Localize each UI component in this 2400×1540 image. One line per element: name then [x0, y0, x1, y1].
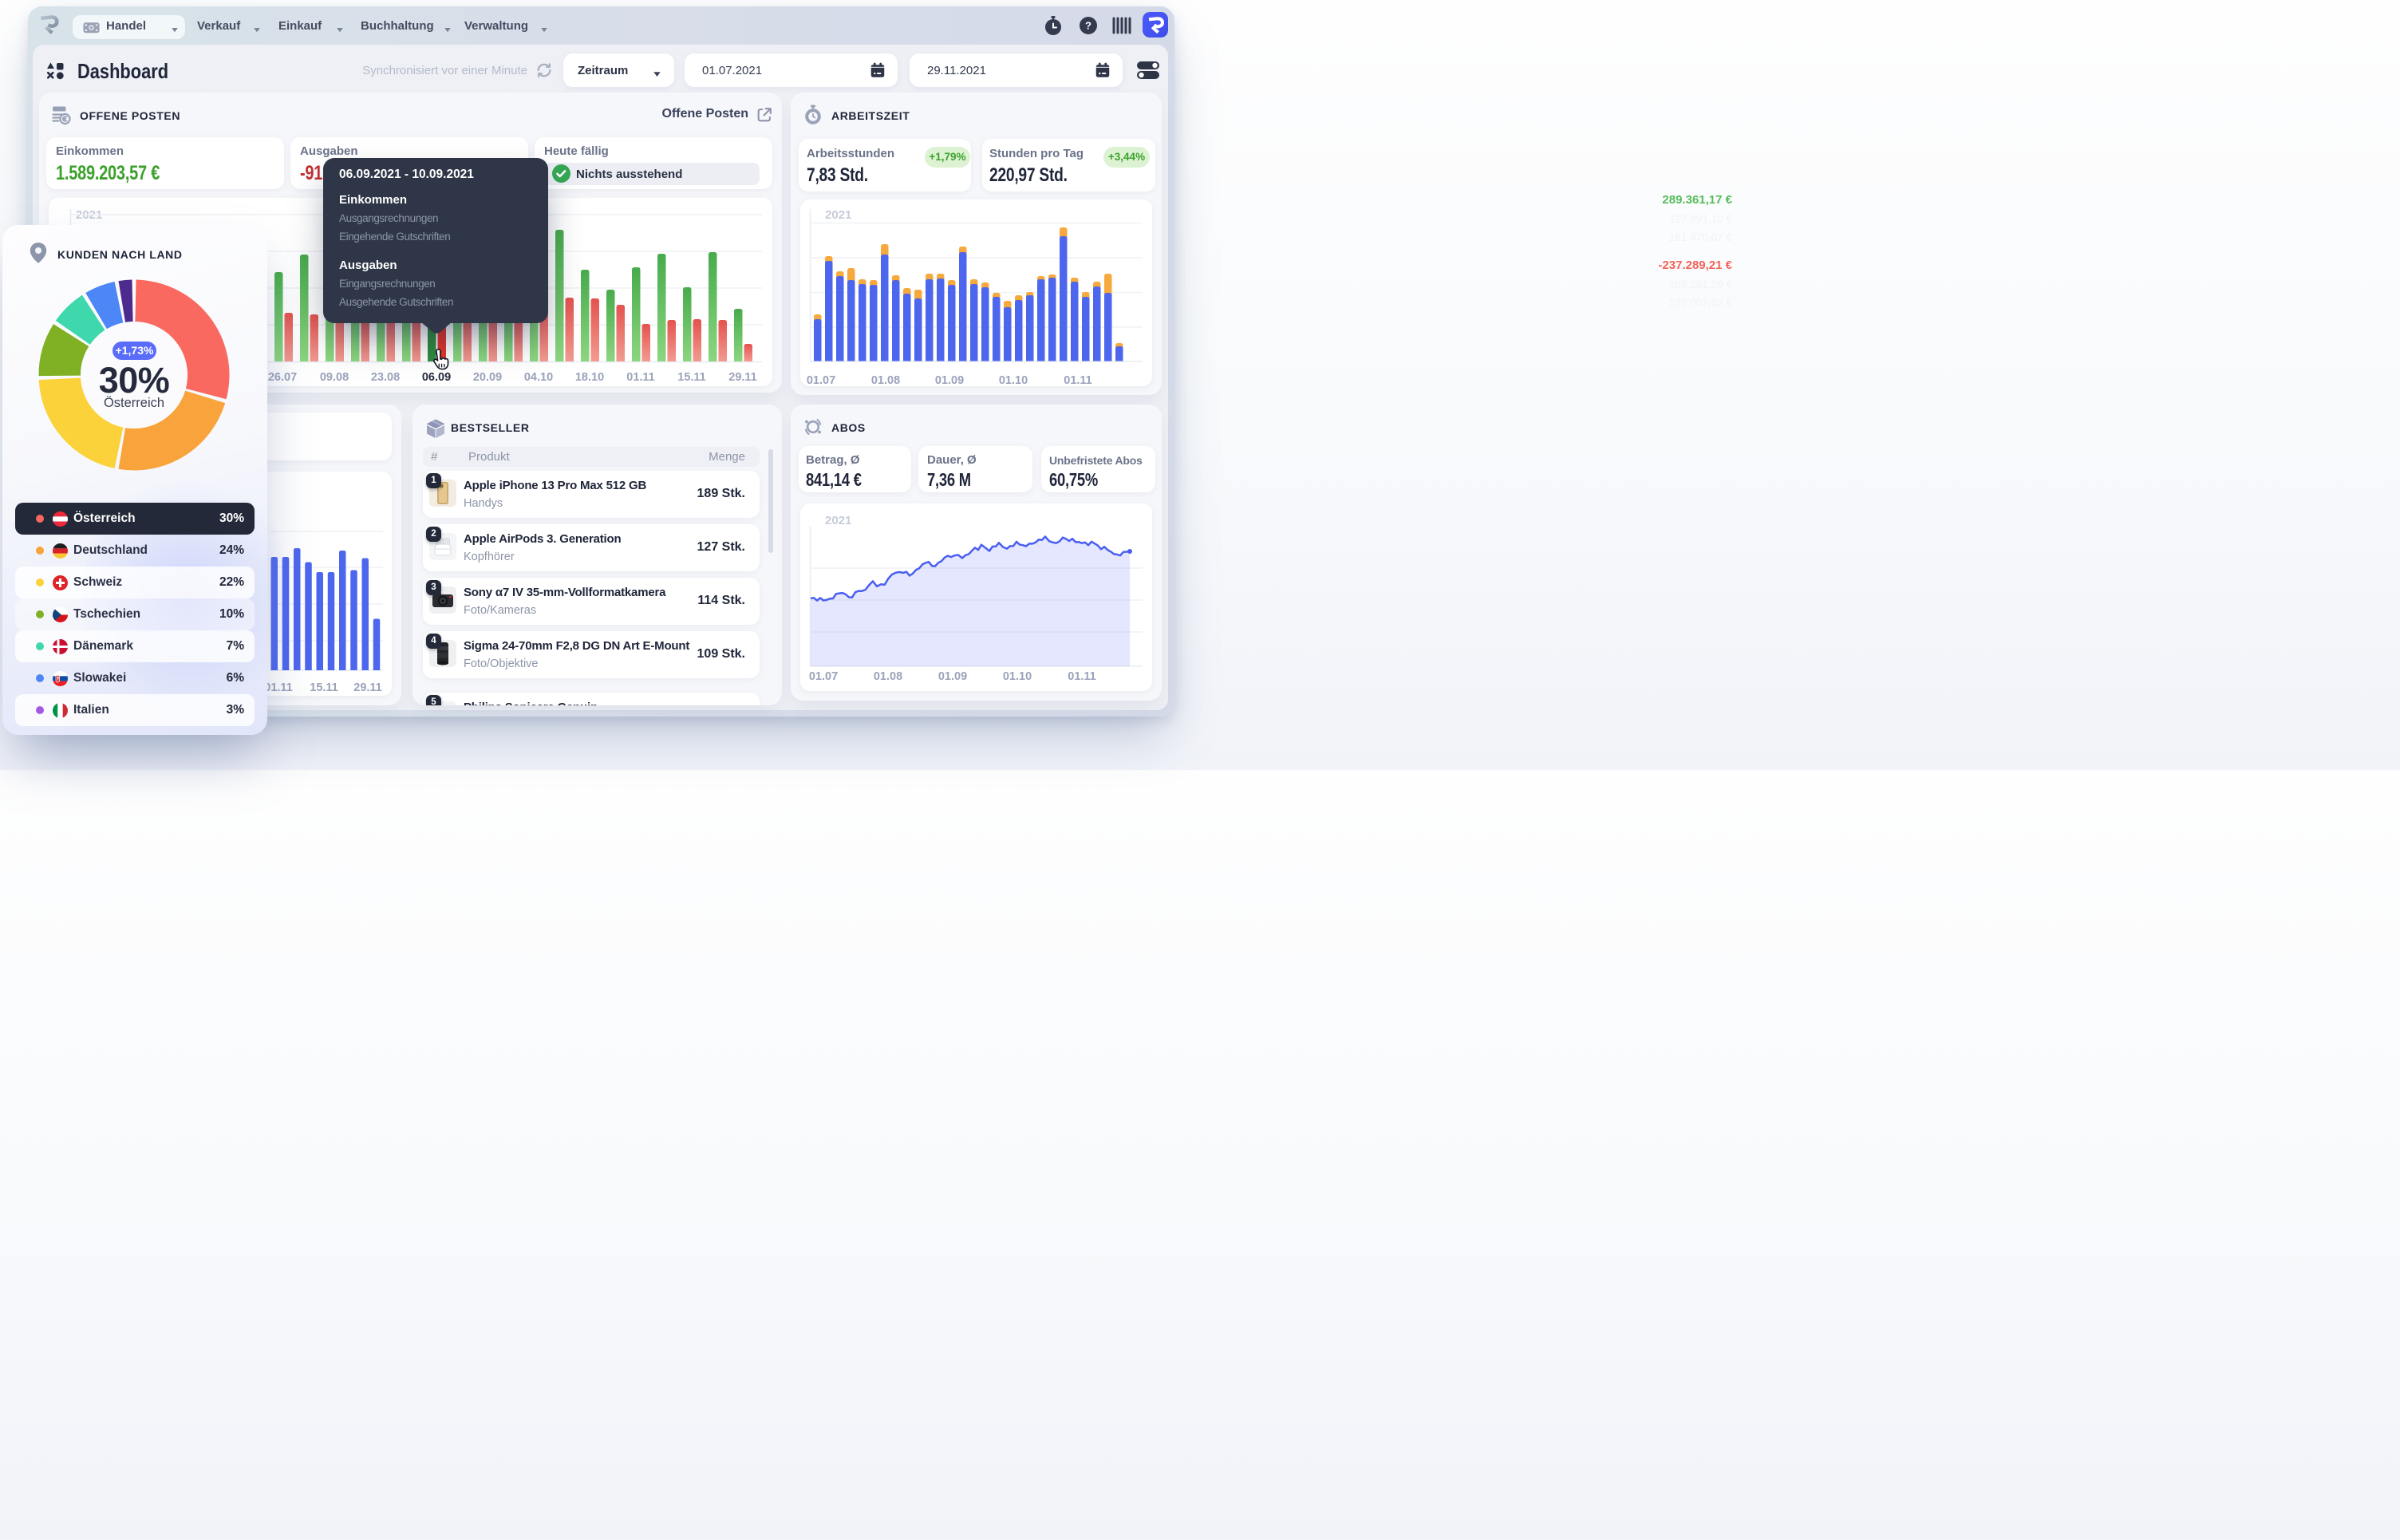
- svg-text:?: ?: [1085, 20, 1091, 32]
